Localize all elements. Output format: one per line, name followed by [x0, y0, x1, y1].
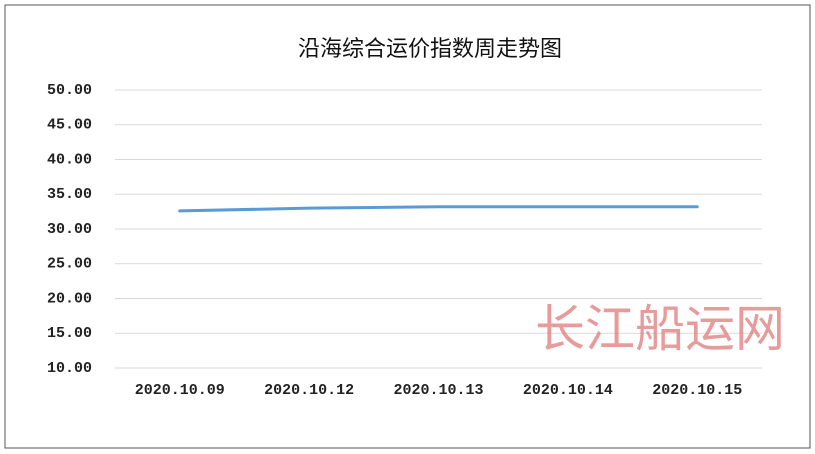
x-tick-label: 2020.10.15 — [652, 382, 742, 399]
x-tick-label: 2020.10.14 — [523, 382, 613, 399]
watermark: 长江船运网 — [535, 300, 785, 358]
y-tick-label: 40.00 — [47, 151, 92, 168]
y-tick-label: 10.00 — [47, 360, 92, 377]
x-tick-label: 2020.10.12 — [264, 382, 354, 399]
y-tick-label: 30.00 — [47, 221, 92, 238]
data-line — [178, 205, 699, 213]
y-tick-label: 20.00 — [47, 290, 92, 307]
x-tick-label: 2020.10.13 — [393, 382, 483, 399]
y-tick-label: 50.00 — [47, 82, 92, 99]
y-tick-label: 25.00 — [47, 256, 92, 273]
chart-title: 沿海综合运价指数周走势图 — [298, 37, 562, 62]
chart-border — [4, 4, 811, 449]
y-tick-label: 35.00 — [47, 186, 92, 203]
y-tick-label: 45.00 — [47, 117, 92, 134]
x-tick-label: 2020.10.09 — [135, 382, 225, 399]
y-tick-label: 15.00 — [47, 325, 92, 342]
